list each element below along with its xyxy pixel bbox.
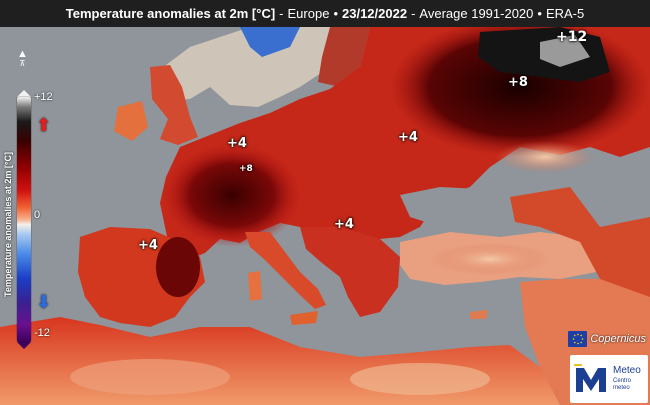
anomaly-label-france: +4: [227, 136, 247, 151]
mild-anomaly-sahara: [70, 359, 230, 395]
caucasus-land: [510, 187, 650, 307]
extreme-anomaly-russia-peak: [540, 35, 590, 67]
meteo-logo: Meteo Centro meteo: [570, 355, 648, 403]
hot-core-iberia-east: [156, 237, 200, 297]
meteo-subtitle: Centro meteo: [613, 378, 632, 391]
title-separator: -: [279, 6, 284, 21]
map-title: Temperature anomalies at 2m [°C]: [65, 6, 276, 21]
hot-core-france: [162, 143, 302, 247]
legend-title: Temperature anomalies at 2m [°C]: [3, 152, 13, 297]
legend-max-label: +12: [34, 91, 53, 103]
cyprus-land: [470, 310, 488, 319]
eu-flag-icon: [568, 331, 588, 347]
legend-min-label: -12: [34, 327, 50, 339]
title-separator: •: [537, 6, 542, 21]
title-separator: •: [333, 6, 338, 21]
anomaly-label-switzerland: +8: [239, 164, 253, 174]
map-dataset: ERA-5: [545, 6, 585, 21]
britain-land: [150, 65, 198, 145]
legend-colorbar: [17, 97, 31, 342]
finland-land: [318, 27, 370, 87]
anomaly-label-ukraine: +4: [398, 130, 418, 145]
legend-top-tip: [17, 90, 31, 97]
legend-bottom-tip: [17, 342, 31, 349]
black-sea: [400, 187, 510, 227]
anomaly-label-russia: +8: [508, 75, 528, 90]
map-reference: Average 1991-2020: [419, 6, 534, 21]
north-arrow-icon: ▲ ⊼: [17, 48, 28, 69]
map-title-bar: Temperature anomalies at 2m [°C] - Europ…: [0, 0, 650, 27]
copernicus-text: Copernicus: [590, 333, 646, 345]
anomaly-map: [0, 27, 650, 405]
meteo-logo-icon: [574, 364, 606, 392]
copernicus-logo: Copernicus: [568, 329, 646, 349]
meteo-name: Meteo: [613, 365, 641, 376]
sicily-land: [290, 311, 318, 325]
balkans-land: [300, 227, 400, 317]
north-africa-land: [0, 317, 560, 405]
sardinia-land: [248, 271, 262, 301]
mild-anomaly-anatolia: [430, 243, 550, 275]
mild-anomaly-libya: [350, 363, 490, 395]
title-separator: -: [411, 6, 416, 21]
caspian-sea: [572, 165, 600, 227]
cold-anomaly-scandinavia: [240, 27, 300, 57]
map-date: 23/12/2022: [342, 6, 408, 21]
legend-mid-label: 0: [34, 209, 41, 221]
anomaly-label-russia-north: +12: [556, 29, 588, 45]
anomaly-label-balkans: +4: [334, 217, 354, 232]
warm-arrow-icon: ⬆: [36, 115, 52, 135]
anomaly-label-iberia: +4: [138, 238, 158, 253]
cold-arrow-icon: ⬇: [36, 292, 52, 312]
map-region: Europe: [287, 6, 330, 21]
italy-land: [245, 232, 326, 309]
ireland-land: [114, 101, 148, 141]
pale-anomaly-caucasus: [495, 141, 595, 173]
